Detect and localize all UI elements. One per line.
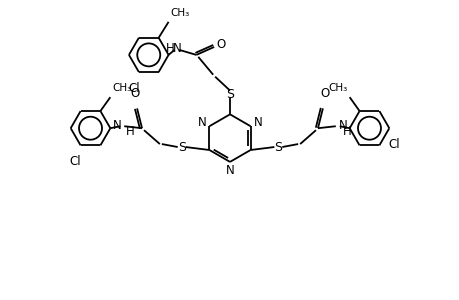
Text: Cl: Cl	[387, 138, 399, 151]
Text: CH₃: CH₃	[112, 83, 131, 93]
Text: N: N	[172, 42, 181, 56]
Text: O: O	[216, 38, 225, 52]
Text: N: N	[338, 119, 347, 132]
Text: Cl: Cl	[128, 82, 140, 95]
Text: Cl: Cl	[70, 155, 81, 168]
Text: H: H	[125, 125, 134, 138]
Text: S: S	[274, 140, 282, 154]
Text: N: N	[112, 119, 121, 132]
Text: O: O	[319, 88, 329, 100]
Text: CH₃: CH₃	[170, 8, 190, 18]
Text: H: H	[342, 125, 351, 138]
Text: S: S	[177, 140, 185, 154]
Text: S: S	[225, 88, 234, 101]
Text: N: N	[197, 116, 206, 129]
Text: CH₃: CH₃	[328, 83, 347, 93]
Text: N: N	[225, 164, 234, 177]
Text: H: H	[165, 42, 174, 56]
Text: O: O	[130, 88, 140, 100]
Text: N: N	[253, 116, 262, 129]
